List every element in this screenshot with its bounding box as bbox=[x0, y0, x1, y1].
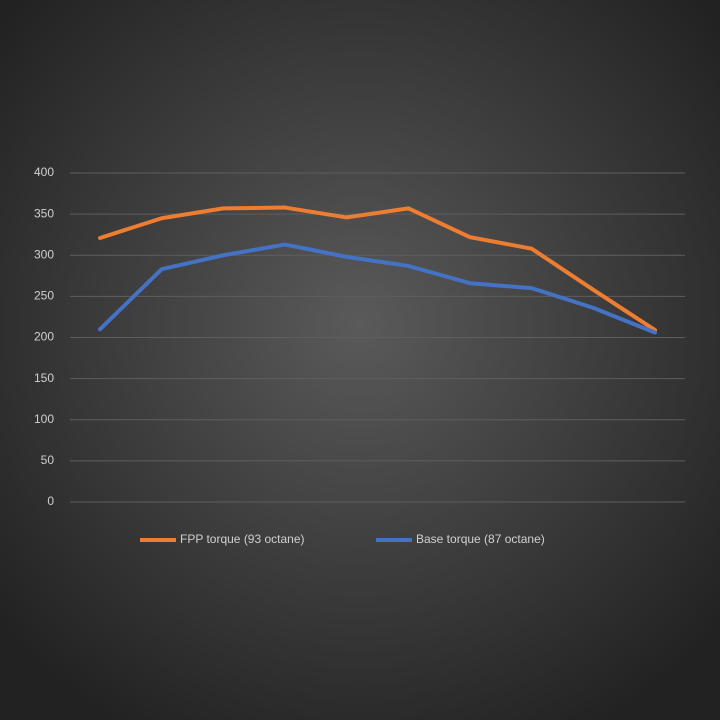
y-tick-label: 350 bbox=[34, 206, 54, 220]
y-tick-label: 200 bbox=[34, 330, 54, 344]
y-tick-label: 400 bbox=[34, 165, 54, 179]
y-tick-label: 0 bbox=[47, 494, 54, 508]
data-line bbox=[98, 242, 657, 335]
y-tick-label: 50 bbox=[41, 453, 55, 467]
y-tick-label: 150 bbox=[34, 371, 54, 385]
y-tick-label: 250 bbox=[34, 289, 54, 303]
data-line bbox=[98, 205, 657, 333]
legend-label: FPP torque (93 octane) bbox=[180, 532, 305, 546]
legend-label: Base torque (87 octane) bbox=[416, 532, 545, 546]
y-tick-label: 100 bbox=[34, 412, 54, 426]
y-tick-label: 300 bbox=[34, 247, 54, 261]
